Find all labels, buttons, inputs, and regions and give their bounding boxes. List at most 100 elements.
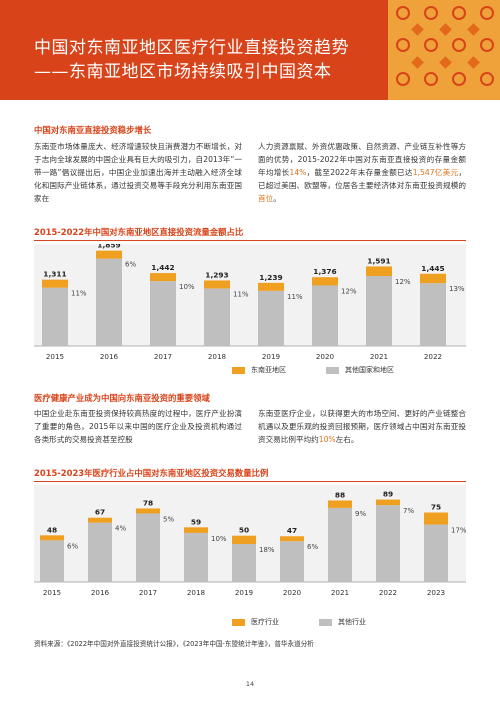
bar-share-label: 17% xyxy=(451,527,467,535)
bar-share-label: 7% xyxy=(403,507,414,515)
bar-segment-other xyxy=(280,541,304,582)
bar-total-label: 1,859 xyxy=(97,244,120,250)
bar-total-label: 78 xyxy=(143,498,153,507)
bar-segment-highlight xyxy=(184,527,208,533)
bar-segment-highlight xyxy=(420,273,446,284)
bar-segment-other xyxy=(376,505,400,582)
page-title: 中国对东南亚地区医疗行业直接投资趋势 ——东南亚地区市场持续吸引中国资本 xyxy=(34,36,349,84)
bar-segment-highlight xyxy=(424,512,448,525)
bar-segment-highlight xyxy=(280,536,304,542)
x-tick-label: 2021 xyxy=(331,588,349,597)
highlight-rank: 首位 xyxy=(258,194,274,203)
title-line-2: ——东南亚地区市场持续吸引中国资本 xyxy=(34,62,332,82)
bar-total-label: 67 xyxy=(95,508,105,517)
bar-segment-highlight xyxy=(376,499,400,506)
bar-total-label: 59 xyxy=(191,517,201,526)
section-heading-healthcare: 医疗健康产业成为中国向东南亚投资的重要领域 xyxy=(34,393,210,403)
bar-share-label: 6% xyxy=(67,542,78,550)
bar-segment-other xyxy=(136,513,160,582)
bar-segment-other xyxy=(88,522,112,582)
bar-total-label: 50 xyxy=(239,526,249,535)
x-tick-label: 2021 xyxy=(370,352,388,361)
chart1-legend-label-1: 东南亚地区 xyxy=(251,366,286,374)
bar-share-label: 12% xyxy=(395,278,411,286)
bar-segment-other xyxy=(312,285,338,346)
bar-total-label: 47 xyxy=(287,526,297,535)
x-tick-label: 2017 xyxy=(154,352,172,361)
source-note: 资料来源：《2022年中国对外直接投资统计公报》，《2023年中国-东盟统计年鉴… xyxy=(34,640,314,648)
x-tick-label: 2015 xyxy=(46,352,64,361)
bar-share-label: 10% xyxy=(179,283,195,291)
bar-share-label: 11% xyxy=(233,290,249,298)
bar-segment-other xyxy=(232,544,256,582)
bar-share-label: 6% xyxy=(125,261,136,269)
bar-segment-highlight xyxy=(150,273,176,282)
bar-total-label: 1,442 xyxy=(151,263,174,272)
x-tick-label: 2020 xyxy=(316,352,335,361)
bar-segment-other xyxy=(424,524,448,582)
bar-total-label: 1,311 xyxy=(43,270,66,279)
x-tick-label: 2019 xyxy=(262,352,281,361)
bar-share-label: 11% xyxy=(287,293,303,301)
bar-total-label: 89 xyxy=(383,490,393,499)
x-tick-label: 2023 xyxy=(427,588,445,597)
section-heading-investment-growth: 中国对东南亚直接投资稳步增长 xyxy=(34,125,152,135)
bar-segment-highlight xyxy=(258,282,284,291)
healthcare-deals-chart: 48 6% 2015 67 4% 2016 78 5% 2017 59 10% 2018 50 18% 20… xyxy=(34,485,467,597)
legend-swatch-orange xyxy=(232,618,245,626)
x-tick-label: 2022 xyxy=(379,588,397,597)
bar-segment-highlight xyxy=(312,277,338,286)
x-tick-label: 2022 xyxy=(424,352,442,361)
chart1-legend-label-2: 其他国家和地区 xyxy=(345,366,394,374)
chart2-legend: 医疗行业 其他行业 xyxy=(232,617,366,627)
bar-segment-other xyxy=(96,258,122,346)
bar-total-label: 1,293 xyxy=(205,270,228,279)
bar-share-label: 5% xyxy=(163,515,174,523)
bar-segment-other xyxy=(204,288,230,346)
bar-total-label: 75 xyxy=(431,503,441,512)
bar-segment-highlight xyxy=(204,280,230,289)
chart2-title: 2015-2023年医疗行业占中国对东南亚地区投资交易数量比例 xyxy=(34,468,269,478)
bar-segment-highlight xyxy=(40,535,64,541)
section1-right-paragraph: 人力资源禀赋、外资优惠政策、自然资源、产业链互补性等方面的优势，2015-202… xyxy=(258,142,467,203)
highlight-healthcare-share: 10% xyxy=(318,435,336,444)
chart2-rule xyxy=(34,481,466,482)
legend-swatch-gray xyxy=(319,618,332,626)
bar-share-label: 9% xyxy=(355,510,366,518)
bar-segment-other xyxy=(420,283,446,346)
bar-segment-highlight xyxy=(366,266,392,276)
x-tick-label: 2018 xyxy=(187,588,206,597)
x-tick-label: 2020 xyxy=(283,588,302,597)
bar-share-label: 4% xyxy=(115,525,126,533)
x-tick-label: 2016 xyxy=(100,352,119,361)
section1-left-paragraph: 东南亚市场体量庞大、经济增速较快且消费潜力不断增长，对于志向全球发展的中国企业具… xyxy=(34,142,242,203)
section2-right-paragraph: 东南亚医疗企业，以获得更大的市场空间、更好的产业链整合机遇以及更乐观的投资回报预… xyxy=(258,409,466,444)
bar-total-label: 48 xyxy=(47,525,57,534)
legend-swatch-orange xyxy=(232,366,245,374)
bar-share-label: 18% xyxy=(259,546,275,554)
investment-flow-chart: 1,311 11% 2015 1,859 6% 2016 1,442 10% 2017 1,293… xyxy=(34,244,466,361)
bar-share-label: 10% xyxy=(211,535,227,543)
highlight-growth-rate: 14% xyxy=(289,168,307,177)
x-tick-label: 2015 xyxy=(43,588,61,597)
header-banner: 中国对东南亚地区医疗行业直接投资趋势 ——东南亚地区市场持续吸引中国资本 xyxy=(0,0,500,100)
section2-left-paragraph: 中国企业赴东南亚投资保持较高热度的过程中，医疗产业扮演了重要的角色，2015年以… xyxy=(34,409,242,444)
chart1-title: 2015-2022年中国对东南亚地区直接投资流量金额占比 xyxy=(34,227,244,237)
x-tick-label: 2016 xyxy=(91,588,110,597)
bar-segment-highlight xyxy=(42,279,68,288)
bar-segment-other xyxy=(150,281,176,346)
bar-total-label: 1,445 xyxy=(421,264,444,273)
page-number: 14 xyxy=(245,680,255,688)
bar-segment-other xyxy=(40,540,64,582)
bar-total-label: 1,591 xyxy=(367,256,390,265)
x-tick-label: 2019 xyxy=(235,588,254,597)
bar-segment-highlight xyxy=(328,500,352,508)
bar-segment-highlight xyxy=(136,508,160,514)
bar-total-label: 1,239 xyxy=(259,273,282,282)
bar-total-label: 88 xyxy=(335,490,345,499)
bar-total-label: 1,376 xyxy=(313,267,336,276)
bar-share-label: 6% xyxy=(307,543,318,551)
chart1-legend: 东南亚地区 其他国家和地区 xyxy=(232,365,394,375)
x-tick-label: 2017 xyxy=(139,588,157,597)
highlight-stock-amount: 1,547亿美元 xyxy=(412,168,459,177)
